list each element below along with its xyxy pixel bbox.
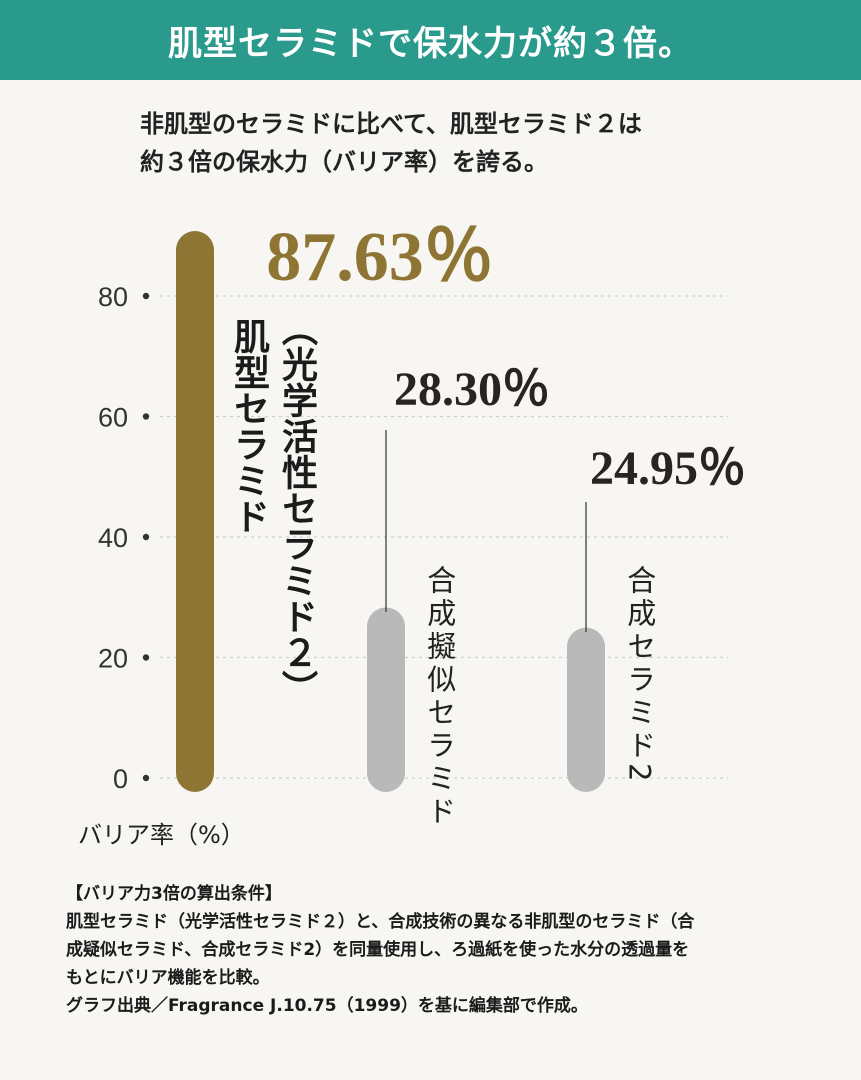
notes-line: 肌型セラミド（光学活性セラミド２）と、合成技術の異なる非肌型のセラミド（合 — [66, 912, 695, 933]
y-axis-ticks: 80 60 40 20 0 — [98, 282, 150, 794]
bar-chart: 80 60 40 20 0 87.63％ 28.30％ 24.95％ — [98, 219, 746, 794]
notes-heading: 【バリア力3倍の算出条件】 — [66, 884, 282, 904]
y-tick-label: 80 — [98, 282, 128, 312]
bar-2 — [367, 607, 405, 792]
bars — [176, 231, 605, 793]
bar-3 — [567, 627, 605, 792]
y-axis-label: バリア率（%） — [78, 821, 245, 849]
bar-1 — [176, 231, 214, 793]
y-tick-dot — [142, 774, 150, 782]
subtitle-line-1: 非肌型のセラミドに比べて、肌型セラミド２は — [140, 110, 642, 138]
subtitle-line-2: 約３倍の保水力（バリア率）を誇る。 — [140, 148, 548, 176]
y-tick-label: 0 — [113, 764, 128, 794]
y-tick-dot — [142, 292, 150, 300]
value-labels: 87.63％ 28.30％ 24.95％ — [266, 219, 746, 632]
main-bar-sublabel: （光学活性セラミド２） — [276, 310, 317, 706]
bar-label-synthetic-ceramide-2: 合成セラミド2 — [622, 565, 657, 786]
y-tick-label: 40 — [98, 523, 128, 553]
value-label-1: 87.63％ — [266, 219, 494, 296]
bar-label-synthetic-pseudo-ceramide: 合成擬似セラミド — [422, 565, 457, 829]
page-title: 肌型セラミドで保水力が約３倍。 — [168, 23, 693, 64]
notes-line: 成疑似セラミド、合成セラミド2）を同量使用し、ろ過紙を使った水分の透過量を — [66, 940, 690, 961]
y-tick-label: 60 — [98, 403, 128, 433]
y-tick-dot — [142, 654, 150, 661]
main-bar-label: 肌型セラミド — [228, 318, 269, 534]
value-label-3: 24.95％ — [590, 442, 746, 495]
value-label-2: 28.30％ — [394, 363, 550, 416]
y-tick-label: 20 — [98, 644, 128, 674]
notes-line: もとにバリア機能を比較。 — [66, 968, 270, 989]
header-banner: 肌型セラミドで保水力が約３倍。 — [0, 0, 861, 80]
y-tick-dot — [142, 413, 150, 420]
notes-line: グラフ出典／Fragrance J.10.75（1999）を基に編集部で作成。 — [66, 996, 588, 1017]
y-tick-dot — [142, 533, 150, 541]
notes-block: 【バリア力3倍の算出条件】 肌型セラミド（光学活性セラミド２）と、合成技術の異な… — [66, 880, 806, 1020]
